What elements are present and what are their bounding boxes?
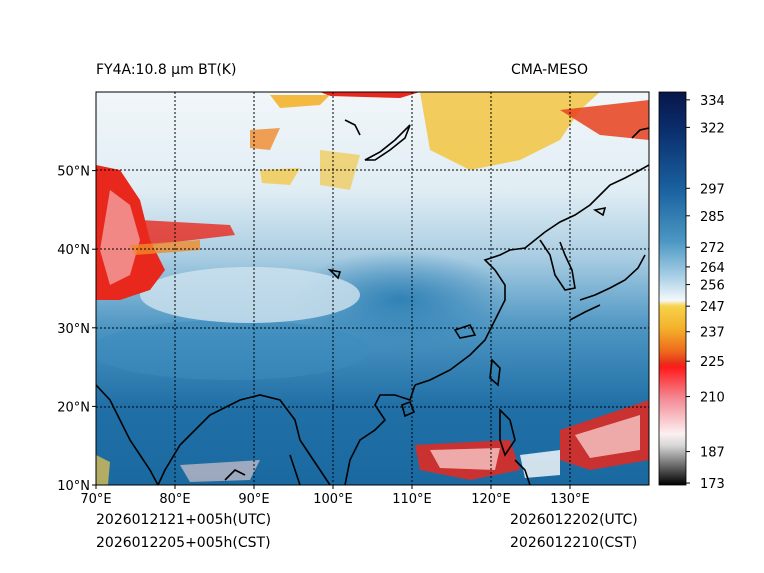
colorbar-tick-label: 173	[700, 477, 725, 492]
footer-left-utc: 2026012121+005h(UTC)	[96, 512, 272, 528]
colorbar-tick-label: 210	[700, 391, 725, 406]
lat-tick-label: 50°N	[57, 165, 90, 180]
footer-right-cst: 2026012210(CST)	[510, 535, 638, 551]
colorbar	[658, 91, 687, 486]
coastline	[96, 119, 649, 485]
colorbar-tick-label: 264	[700, 261, 725, 276]
graticule	[96, 92, 649, 485]
lon-tick-label: 80°E	[159, 492, 190, 507]
colorbar-tick-label: 247	[700, 300, 725, 315]
latitude-axis: 10°N 20°N 30°N 40°N 50°N	[57, 165, 96, 494]
lon-tick-label: 110°E	[392, 492, 432, 507]
map-title-left: FY4A:10.8 µm BT(K)	[96, 62, 237, 78]
colorbar-tick-label: 187	[700, 446, 725, 461]
colorbar-tick-label: 225	[700, 355, 725, 370]
footer-right-utc: 2026012202(UTC)	[510, 512, 638, 528]
lat-tick-label: 10°N	[57, 479, 90, 494]
colorbar-axis: 334 322 297 285 272 264 256 247 237 225 210 187 173	[686, 94, 725, 492]
lat-tick-label: 20°N	[57, 400, 90, 415]
colorbar-tick-label: 237	[700, 326, 725, 341]
lon-tick-label: 70°E	[80, 492, 111, 507]
colorbar-tick-label: 256	[700, 279, 725, 294]
colorbar-tick-label: 334	[700, 94, 725, 109]
lon-tick-label: 90°E	[238, 492, 269, 507]
colorbar-tick-label: 272	[700, 241, 725, 256]
longitude-axis: 70°E 80°E 90°E 100°E 110°E 120°E 130°E	[80, 485, 590, 507]
lon-tick-label: 120°E	[471, 492, 511, 507]
colorbar-tick-label: 322	[700, 121, 725, 136]
colorbar-tick-label: 297	[700, 182, 725, 197]
lon-tick-label: 130°E	[550, 492, 590, 507]
lon-tick-label: 100°E	[313, 492, 353, 507]
map-title-right: CMA-MESO	[511, 62, 589, 78]
colorbar-tick-label: 285	[700, 210, 725, 225]
lat-tick-label: 30°N	[57, 322, 90, 337]
footer-left-cst: 2026012205+005h(CST)	[96, 535, 271, 551]
lat-tick-label: 40°N	[57, 243, 90, 258]
map-frame	[95, 91, 650, 486]
satellite-image	[96, 92, 649, 485]
